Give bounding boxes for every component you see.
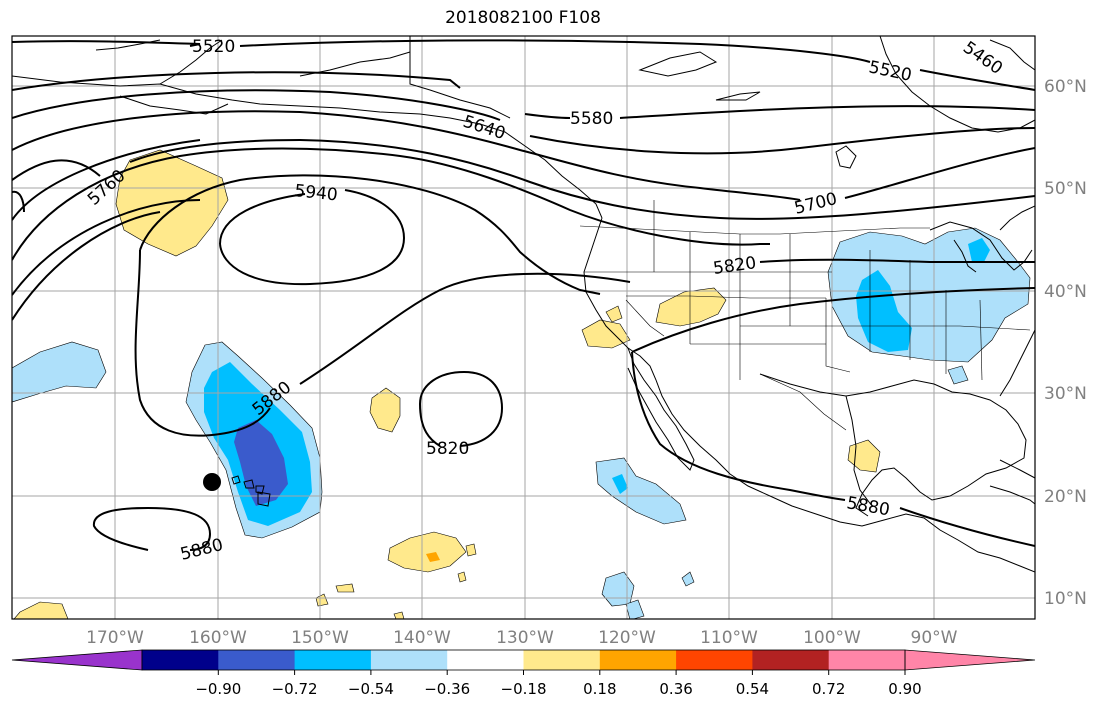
colorbar-segment — [752, 650, 830, 670]
lat-tick-label: 20°N — [1044, 487, 1087, 507]
lat-tick-label: 40°N — [1044, 282, 1087, 302]
lon-tick-label: 110°W — [700, 628, 758, 648]
longitude-labels: 170°W 160°W 150°W 140°W 130°W 120°W 110°… — [86, 628, 958, 648]
lon-tick-label: 120°W — [598, 628, 656, 648]
map-frame — [11, 35, 1036, 620]
colorbar-tick-label: −0.18 — [501, 680, 547, 698]
colorbar-tick-label: 0.90 — [888, 680, 921, 698]
colorbar-tick-label: −0.72 — [272, 680, 318, 698]
negative-anomaly-region — [601, 571, 635, 607]
positive-anomaly-region — [426, 552, 440, 562]
negative-anomaly-region — [12, 341, 107, 403]
lat-tick-label: 60°N — [1044, 77, 1087, 97]
positive-anomaly-region — [465, 543, 477, 557]
positive-anomaly-region — [847, 439, 881, 473]
colorbar-tick-label: −0.36 — [424, 680, 470, 698]
colorbar-segment — [523, 650, 601, 670]
negative-anomaly-region — [681, 571, 695, 587]
positive-anomaly-region — [393, 611, 405, 619]
colorbar-tick-label: 0.18 — [583, 680, 616, 698]
negative-anomaly-region — [234, 420, 288, 506]
colorbar-segment — [447, 650, 524, 670]
lon-tick-label: 160°W — [189, 628, 247, 648]
positive-anomaly-region — [13, 601, 69, 619]
latitude-labels: 60°N 50°N 40°N 30°N 20°N 10°N — [1044, 77, 1087, 609]
negative-anomaly-region — [612, 474, 628, 494]
positive-anomaly-region — [655, 287, 727, 327]
lon-tick-label: 90°W — [911, 628, 958, 648]
contour-label: 5880 — [845, 493, 891, 520]
state-borders — [579, 200, 1031, 431]
negative-anomaly-region — [947, 365, 969, 385]
colorbar-extend-high — [904, 649, 1036, 671]
lat-tick-label: 30°N — [1044, 384, 1087, 404]
negative-anomaly-region — [595, 457, 687, 525]
lat-tick-label: 50°N — [1044, 179, 1087, 199]
lon-tick-label: 140°W — [393, 628, 451, 648]
colorbar-segment — [218, 650, 296, 670]
contour-label: 5940 — [293, 181, 338, 205]
positive-anomaly-region — [115, 149, 229, 257]
colorbar-segment — [828, 650, 906, 670]
colorbar-segment — [599, 650, 677, 670]
colorbar-segment — [294, 650, 372, 670]
negative-anomaly-region — [968, 238, 990, 262]
lon-tick-label: 130°W — [496, 628, 554, 648]
lon-tick-label: 150°W — [291, 628, 349, 648]
colorbar-segment — [676, 650, 753, 670]
colorbar-tick-label: −0.90 — [195, 680, 241, 698]
positive-anomaly-region — [387, 531, 467, 573]
colorbar-segment — [142, 650, 219, 670]
positive-anomaly-region — [335, 583, 355, 593]
map-title: 2018082100 F108 — [445, 8, 601, 28]
contour-label: 5520 — [867, 57, 913, 86]
positive-anomaly-region — [581, 319, 631, 349]
lon-tick-label: 100°W — [803, 628, 861, 648]
colorbar: −0.90 −0.72 −0.54 −0.36 −0.18 0.18 0.36 0.54 0.7… — [11, 649, 1036, 698]
colorbar-segment — [370, 650, 448, 670]
negative-anomaly-region — [625, 599, 645, 619]
contour-label: 5580 — [570, 109, 613, 129]
height-contours — [12, 39, 1035, 551]
colorbar-tick-label: 0.54 — [736, 680, 769, 698]
positive-anomaly-region — [315, 593, 329, 607]
colorbar-tick-label: 0.36 — [659, 680, 692, 698]
colorbar-extend-low — [11, 649, 143, 671]
lon-tick-label: 170°W — [86, 628, 144, 648]
contour-label: 5820 — [426, 439, 469, 459]
lat-tick-label: 10°N — [1044, 589, 1087, 609]
contour-label: 5520 — [192, 37, 235, 57]
positive-anomaly-region — [457, 571, 467, 583]
colorbar-tick-label: −0.54 — [348, 680, 394, 698]
anomaly-shading — [12, 149, 1031, 619]
hawaii-dot-marker — [203, 473, 221, 491]
colorbar-tick-label: 0.72 — [812, 680, 845, 698]
contour-label: 5640 — [460, 112, 507, 144]
positive-anomaly-region — [369, 387, 401, 433]
contour-label: 5820 — [712, 253, 758, 279]
positive-anomaly-region — [605, 305, 623, 323]
